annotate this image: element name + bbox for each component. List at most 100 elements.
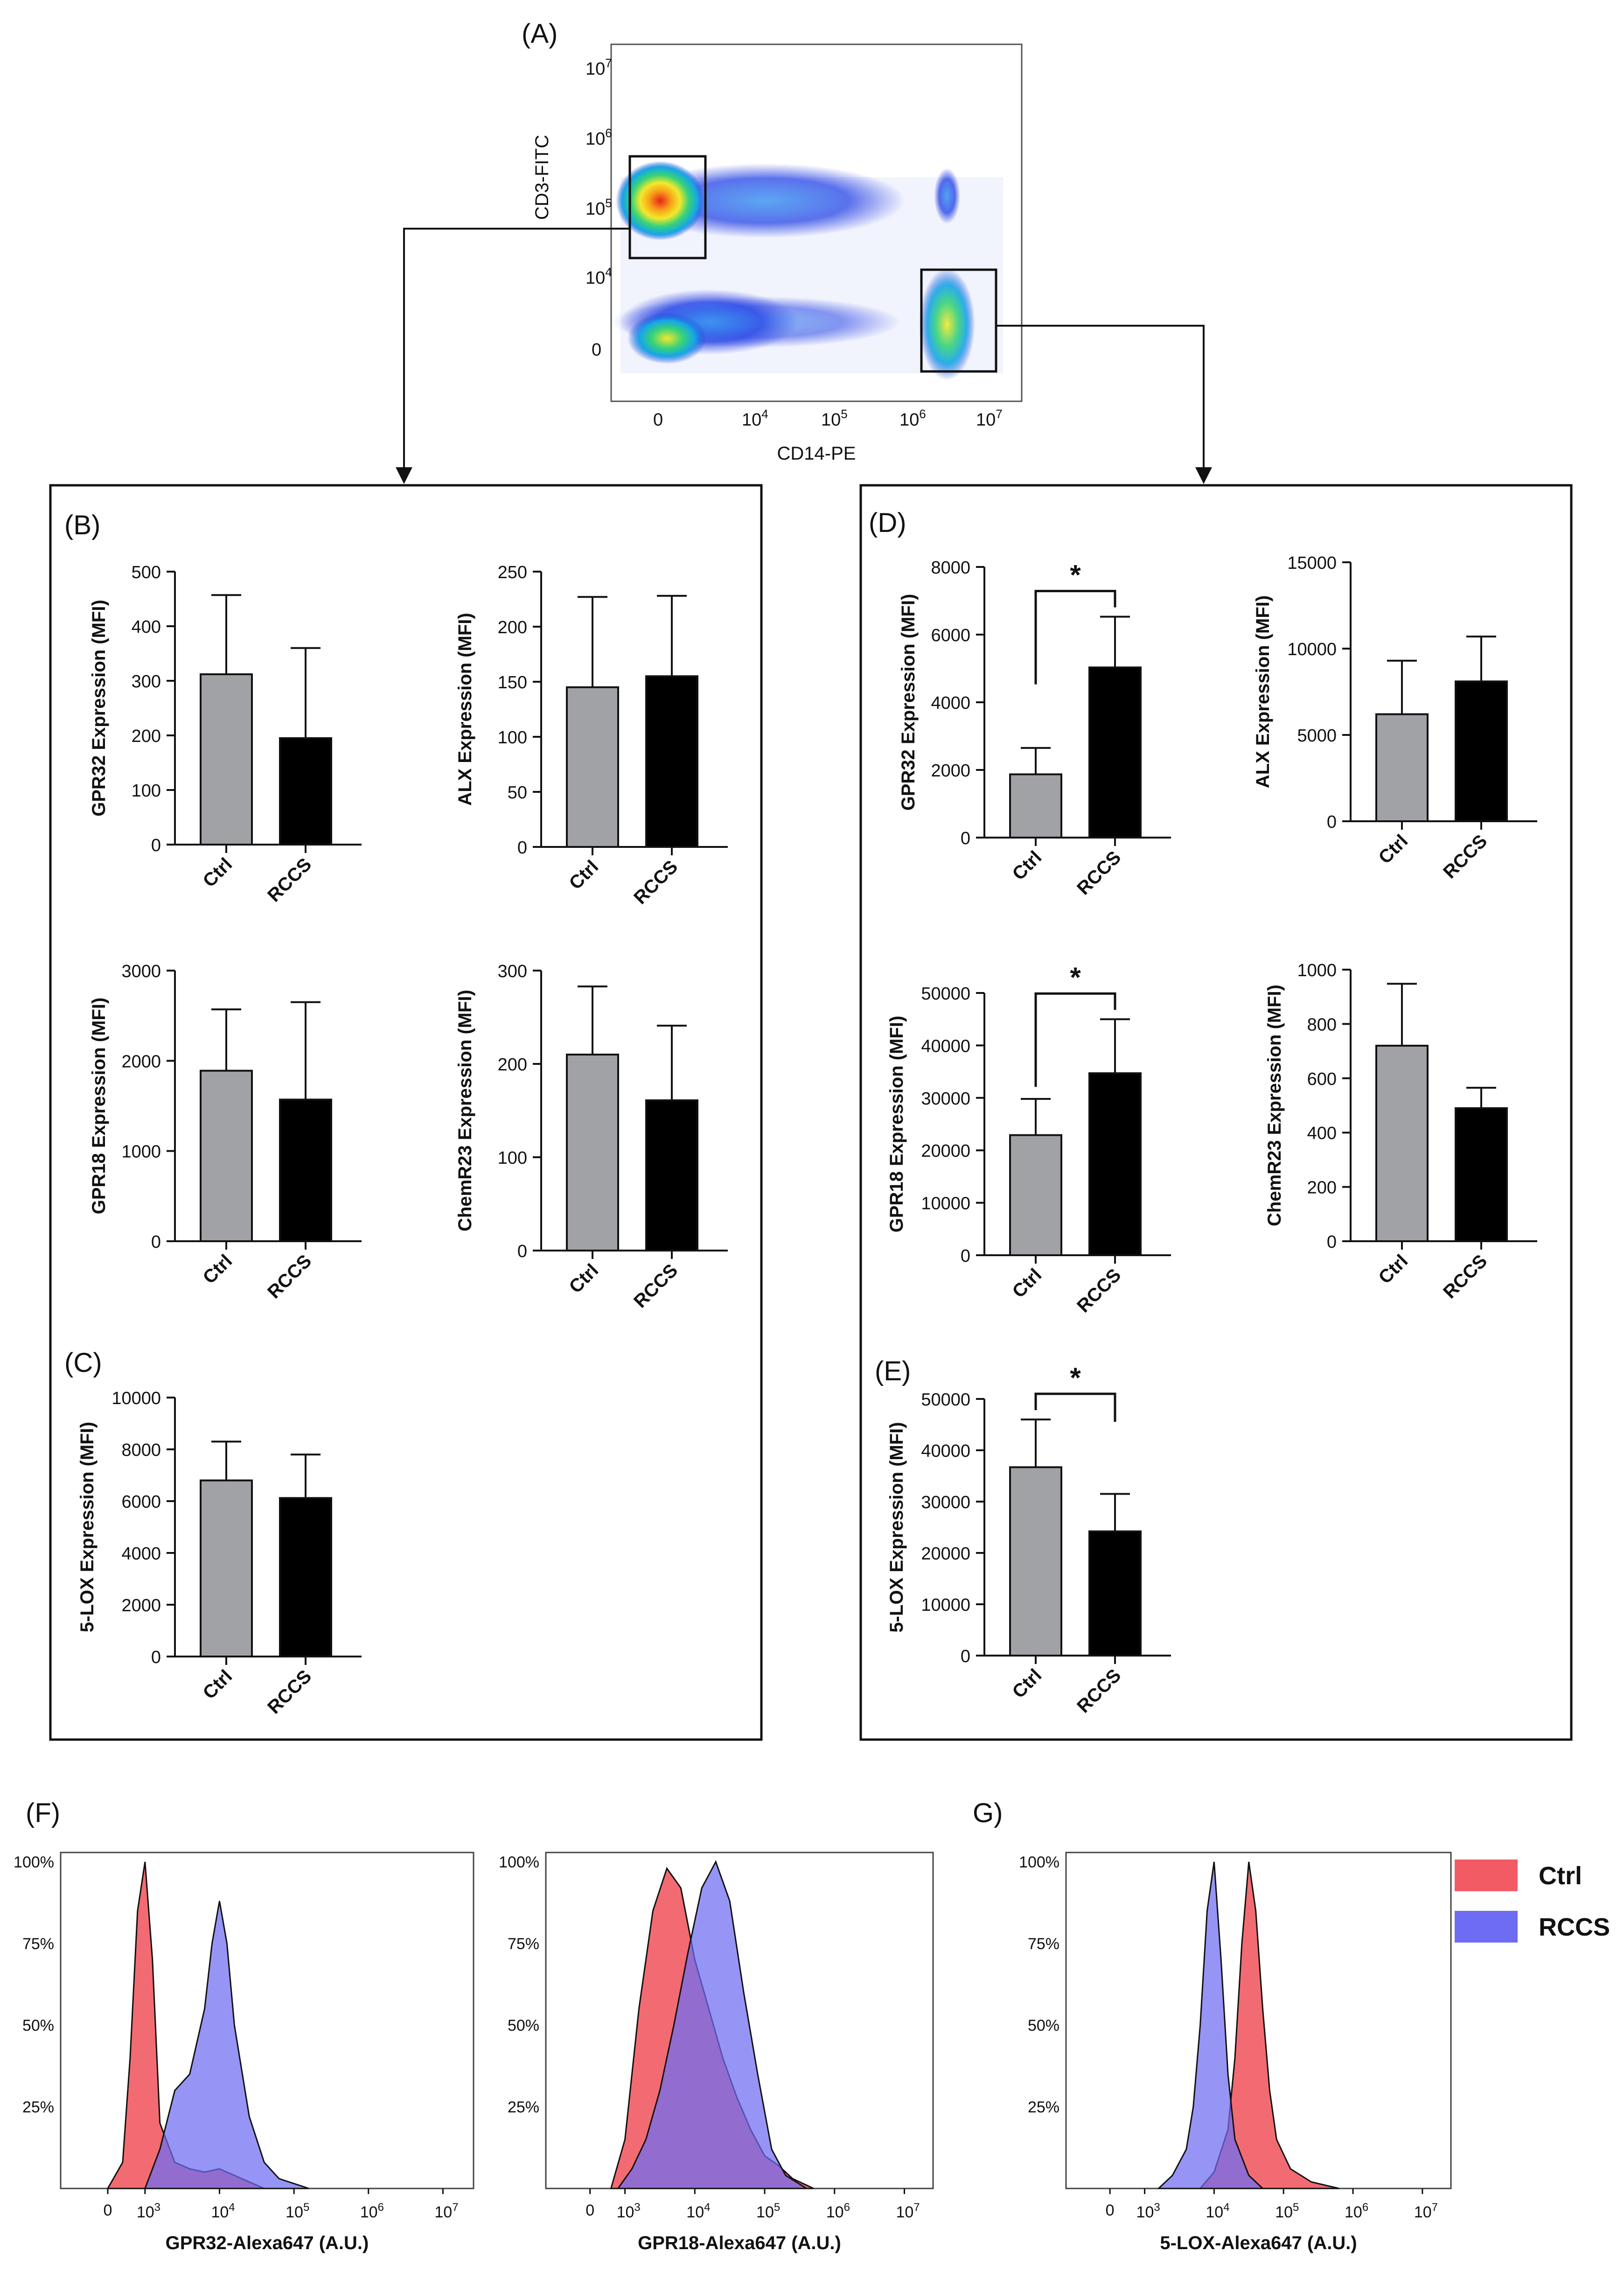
y-tick-label: 6000 — [121, 1492, 161, 1512]
bar-chart-d-gpr32: 0 2000 4000 6000 8000 GPR32 Expression (MFI) C… — [898, 558, 1171, 899]
bar-chart-d-chemr23: 0 200 400 600 800 1000 ChemR23 Expression (MFI… — [1264, 961, 1537, 1303]
histogram-g-5lox: 100% 75% 50% 25% 0 103 104 105 106 107 5-LOX-Alexa… — [1019, 1852, 1452, 2253]
y-tick-label: 30000 — [921, 1089, 970, 1109]
x-tick-label: RCCS — [630, 856, 682, 908]
y-tick-label: 200 — [132, 727, 161, 746]
x-tick-label: 104 — [686, 2201, 710, 2221]
y-tick-label: 30000 — [921, 1493, 970, 1512]
y-axis-label: GPR32 Expression (MFI) — [898, 594, 919, 811]
x-tick-label: 0 — [585, 2202, 594, 2219]
legend-label-rccs: RCCS — [1539, 1913, 1610, 1941]
x-tick-label: 105 — [1275, 2201, 1299, 2221]
y-tick-label: 400 — [132, 617, 161, 637]
y-tick-label: 100 — [498, 1148, 527, 1168]
y-axis-label: GPR32 Expression (MFI) — [89, 600, 109, 817]
histogram-rccs — [1157, 1861, 1265, 2189]
bar-rccs — [1088, 1072, 1142, 1256]
arrow-to-d — [996, 325, 1212, 484]
bar-rccs — [1455, 1107, 1508, 1243]
bar-chart-b-alx: 0 50 100 150 200 250 ALX Expression (MFI) Ctrl R… — [455, 563, 728, 909]
x-tick-label: RCCS — [630, 1260, 682, 1312]
bar-rccs — [1088, 1530, 1142, 1657]
y-tick-label: 75% — [1028, 1935, 1059, 1953]
bar-ctrl — [200, 1479, 253, 1658]
y-tick-label: 800 — [1307, 1015, 1337, 1035]
y-tick-label: 25% — [22, 2098, 54, 2116]
y-tick-label: 3000 — [121, 962, 161, 981]
gate-lymphocytes — [628, 155, 707, 259]
legend-swatch-rccs — [1455, 1911, 1518, 1943]
x-tick-label: RCCS — [1439, 831, 1491, 882]
y-axis-label: ChemR23 Expression (MFI) — [455, 990, 475, 1231]
histogram-frame — [60, 1852, 474, 2189]
y-tick-label: 400 — [1307, 1124, 1337, 1143]
bar-chart-b-gpr32: 0 100 200 300 400 500 GPR32 Expression (MFI) Ct… — [89, 563, 362, 906]
panel-label-a: (A) — [522, 19, 558, 49]
bar-rccs — [279, 1098, 332, 1242]
x-tick-label: 103 — [137, 2201, 160, 2221]
y-tick-label: 1000 — [1297, 961, 1337, 980]
x-tick-label: Ctrl — [1009, 1665, 1046, 1702]
significance-star: * — [1070, 1362, 1081, 1393]
panel-label-b: (B) — [64, 510, 100, 540]
significance-bracket — [1034, 590, 1116, 685]
y-tick-label: 50% — [22, 2017, 54, 2034]
tick: 105 — [821, 407, 848, 430]
y-tick-label: 0 — [961, 1647, 970, 1666]
y-tick-label: 0 — [1327, 812, 1337, 832]
tick: 107 — [976, 407, 1003, 430]
x-tick-label: Ctrl — [1375, 1251, 1412, 1288]
bar-chart-b-gpr18: 0 1000 2000 3000 GPR18 Expression (MFI) Ctrl R… — [89, 962, 362, 1303]
y-tick-label: 0 — [517, 838, 527, 858]
panel-label-e: (E) — [875, 1356, 911, 1386]
y-tick-label: 25% — [508, 2098, 539, 2116]
legend-label-ctrl: Ctrl — [1539, 1862, 1582, 1890]
y-tick-label: 500 — [132, 563, 161, 582]
bar-rccs — [279, 737, 332, 846]
bar-chart-b-chemr23: 0 100 200 300 ChemR23 Expression (MFI) Ctrl RC… — [455, 962, 728, 1312]
x-tick-label: RCCS — [1439, 1251, 1491, 1302]
panel-label-g: G) — [973, 1798, 1003, 1828]
dotplot-x-ticks: 0 104 105 106 107 — [653, 407, 1003, 430]
x-tick-label: 0 — [104, 2202, 112, 2219]
y-tick-label: 4000 — [931, 693, 970, 713]
y-tick-label: 300 — [132, 672, 161, 692]
x-tick-label: 107 — [896, 2201, 920, 2221]
y-axis-label: GPR18 Expression (MFI) — [886, 1016, 907, 1233]
bar-ctrl — [1009, 1466, 1062, 1657]
y-tick-label: 200 — [498, 618, 527, 637]
x-tick-label: RCCS — [1073, 1265, 1125, 1316]
tick: 105 — [585, 196, 612, 219]
x-tick-label: Ctrl — [1009, 1265, 1046, 1302]
y-tick-label: 40000 — [921, 1441, 970, 1461]
x-tick-label: 107 — [434, 2201, 458, 2221]
x-tick-label: RCCS — [264, 854, 315, 906]
y-tick-label: 75% — [22, 1935, 54, 1953]
y-tick-label: 250 — [498, 563, 527, 582]
y-tick-label: 100% — [499, 1853, 539, 1871]
panel-label-f: (F) — [26, 1798, 60, 1828]
bar-chart-e-5lox: 0 10000 20000 30000 40000 50000 5-LOX Expressi… — [886, 1362, 1171, 1717]
y-tick-label: 15000 — [1287, 553, 1337, 573]
bar-rccs — [1088, 666, 1142, 839]
y-tick-label: 5000 — [1297, 726, 1337, 746]
x-axis-label: 5-LOX-Alexa647 (A.U.) — [1160, 2233, 1357, 2253]
y-tick-label: 2000 — [931, 761, 970, 781]
bar-rccs — [645, 675, 698, 848]
y-tick-label: 0 — [517, 1242, 527, 1261]
bar-chart-c-5lox: 0 2000 4000 6000 8000 10000 5-LOX Expression (… — [77, 1389, 362, 1718]
y-tick-label: 2000 — [121, 1596, 161, 1615]
y-tick-label: 200 — [498, 1055, 527, 1075]
x-tick-label: 107 — [1414, 2201, 1438, 2221]
y-tick-label: 8000 — [121, 1440, 161, 1460]
y-axis-label: 5-LOX Expression (MFI) — [77, 1422, 98, 1632]
y-tick-label: 100 — [132, 781, 161, 801]
x-tick-label: Ctrl — [199, 854, 237, 891]
x-axis-label: GPR18-Alexa647 (A.U.) — [638, 2233, 841, 2253]
panel-label-c: (C) — [64, 1348, 102, 1378]
bar-chart-d-gpr18: 0 10000 20000 30000 40000 50000 GPR18 Expressi… — [886, 962, 1171, 1317]
y-tick-label: 2000 — [121, 1052, 161, 1071]
y-tick-label: 20000 — [921, 1141, 970, 1161]
y-tick-label: 0 — [151, 836, 161, 855]
y-tick-label: 8000 — [931, 558, 970, 578]
